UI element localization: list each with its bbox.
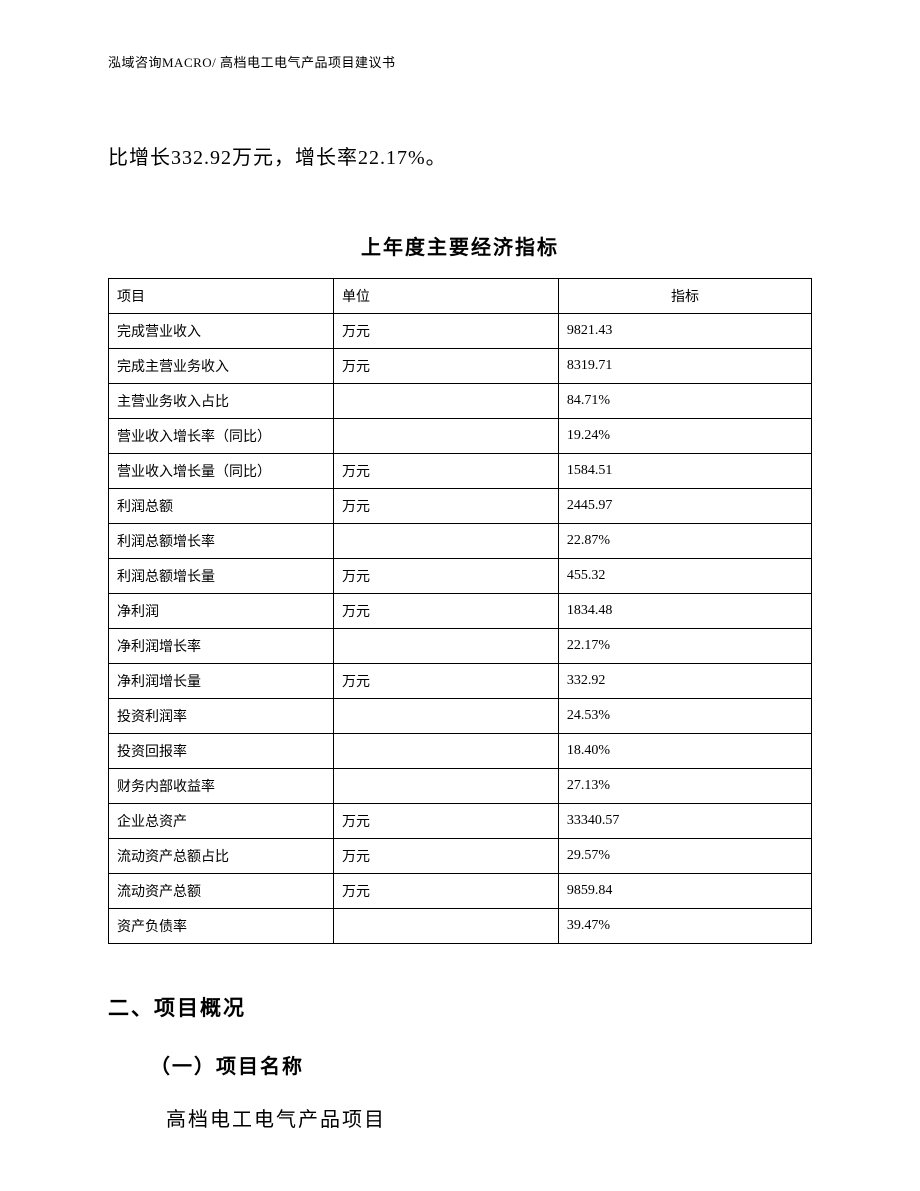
- table-cell: 净利润增长量: [109, 664, 334, 699]
- table-cell: 投资利润率: [109, 699, 334, 734]
- table-title: 上年度主要经济指标: [108, 231, 812, 260]
- table-cell: 29.57%: [558, 839, 811, 874]
- table-row: 营业收入增长量（同比）万元1584.51: [109, 454, 812, 489]
- table-cell: 22.87%: [558, 524, 811, 559]
- table-cell: 万元: [333, 489, 558, 524]
- table-cell: 流动资产总额占比: [109, 839, 334, 874]
- table-cell: 万元: [333, 874, 558, 909]
- table-cell: [333, 769, 558, 804]
- table-row: 企业总资产万元33340.57: [109, 804, 812, 839]
- table-cell: [333, 909, 558, 944]
- table-cell: 企业总资产: [109, 804, 334, 839]
- table-row: 利润总额增长率 22.87%: [109, 524, 812, 559]
- table-row: 财务内部收益率 27.13%: [109, 769, 812, 804]
- table-cell: 万元: [333, 314, 558, 349]
- table-cell: 9821.43: [558, 314, 811, 349]
- table-cell: 利润总额增长率: [109, 524, 334, 559]
- table-row: 主营业务收入占比 84.71%: [109, 384, 812, 419]
- table-cell: 万元: [333, 594, 558, 629]
- table-row: 投资回报率 18.40%: [109, 734, 812, 769]
- table-row: 完成主营业务收入万元8319.71: [109, 349, 812, 384]
- table-cell: 33340.57: [558, 804, 811, 839]
- table-cell: 332.92: [558, 664, 811, 699]
- table-row: 完成营业收入万元9821.43: [109, 314, 812, 349]
- table-cell: 1834.48: [558, 594, 811, 629]
- economic-indicators-table: 项目 单位 指标 完成营业收入万元9821.43 完成主营业务收入万元8319.…: [108, 278, 812, 944]
- table-cell: 万元: [333, 839, 558, 874]
- table-cell: 完成营业收入: [109, 314, 334, 349]
- header-text: 泓域咨询MACRO/ 高档电工电气产品项目建议书: [108, 55, 396, 70]
- table-cell: [333, 699, 558, 734]
- table-cell: 利润总额: [109, 489, 334, 524]
- table-row: 投资利润率 24.53%: [109, 699, 812, 734]
- table-cell: 万元: [333, 664, 558, 699]
- table-cell: 1584.51: [558, 454, 811, 489]
- table-header-item: 项目: [109, 279, 334, 314]
- table-cell: 万元: [333, 454, 558, 489]
- table-row: 流动资产总额万元9859.84: [109, 874, 812, 909]
- table-cell: 主营业务收入占比: [109, 384, 334, 419]
- table-cell: 22.17%: [558, 629, 811, 664]
- table-row: 利润总额增长量万元455.32: [109, 559, 812, 594]
- main-content: 比增长332.92万元，增长率22.17%。 上年度主要经济指标 项目 单位 指…: [108, 140, 812, 1132]
- table-cell: 24.53%: [558, 699, 811, 734]
- table-body: 完成营业收入万元9821.43 完成主营业务收入万元8319.71 主营业务收入…: [109, 314, 812, 944]
- table-row: 净利润增长量万元332.92: [109, 664, 812, 699]
- table-cell: 利润总额增长量: [109, 559, 334, 594]
- table-cell: 投资回报率: [109, 734, 334, 769]
- table-cell: 万元: [333, 804, 558, 839]
- table-header-unit: 单位: [333, 279, 558, 314]
- table-cell: 18.40%: [558, 734, 811, 769]
- table-cell: 万元: [333, 559, 558, 594]
- table-row: 利润总额万元2445.97: [109, 489, 812, 524]
- table-cell: 84.71%: [558, 384, 811, 419]
- sub-content: 高档电工电气产品项目: [166, 1103, 812, 1132]
- table-cell: 营业收入增长率（同比）: [109, 419, 334, 454]
- table-cell: [333, 524, 558, 559]
- intro-paragraph: 比增长332.92万元，增长率22.17%。: [108, 140, 812, 176]
- table-row: 营业收入增长率（同比） 19.24%: [109, 419, 812, 454]
- table-cell: [333, 734, 558, 769]
- table-cell: 19.24%: [558, 419, 811, 454]
- table-cell: 9859.84: [558, 874, 811, 909]
- table-cell: 完成主营业务收入: [109, 349, 334, 384]
- table-header-row: 项目 单位 指标: [109, 279, 812, 314]
- table-cell: 营业收入增长量（同比）: [109, 454, 334, 489]
- table-row: 流动资产总额占比万元29.57%: [109, 839, 812, 874]
- table-cell: 2445.97: [558, 489, 811, 524]
- table-header-value: 指标: [558, 279, 811, 314]
- table-cell: 资产负债率: [109, 909, 334, 944]
- intro-text: 比增长332.92万元，增长率22.17%。: [108, 147, 447, 169]
- table-cell: 净利润增长率: [109, 629, 334, 664]
- table-row: 净利润增长率 22.17%: [109, 629, 812, 664]
- section-heading: 二、项目概况: [108, 992, 812, 1022]
- table-cell: 27.13%: [558, 769, 811, 804]
- table-cell: 万元: [333, 349, 558, 384]
- table-cell: 流动资产总额: [109, 874, 334, 909]
- table-cell: [333, 629, 558, 664]
- table-cell: 财务内部收益率: [109, 769, 334, 804]
- table-cell: 39.47%: [558, 909, 811, 944]
- table-cell: 净利润: [109, 594, 334, 629]
- table-cell: 8319.71: [558, 349, 811, 384]
- table-cell: [333, 384, 558, 419]
- sub-heading: （一）项目名称: [150, 1050, 812, 1079]
- table-row: 净利润万元1834.48: [109, 594, 812, 629]
- table-row: 资产负债率 39.47%: [109, 909, 812, 944]
- page-header: 泓域咨询MACRO/ 高档电工电气产品项目建议书: [108, 52, 396, 71]
- table-cell: [333, 419, 558, 454]
- table-cell: 455.32: [558, 559, 811, 594]
